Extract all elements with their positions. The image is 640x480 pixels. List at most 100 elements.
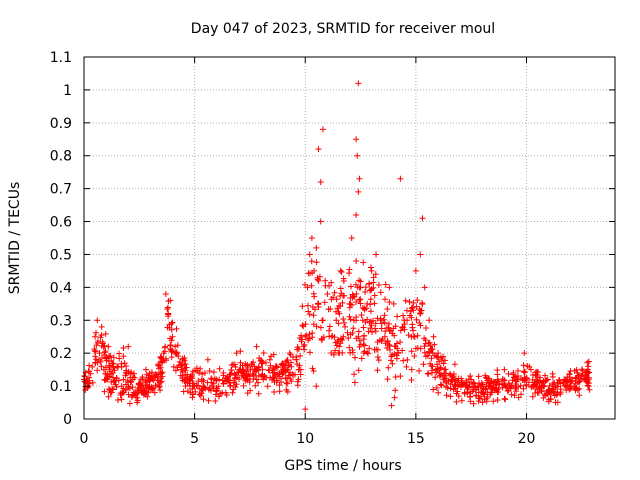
scatter-point [488,380,495,387]
scatter-point [148,369,155,376]
scatter-point [441,374,448,381]
scatter-point [338,269,345,276]
scatter-point [392,343,399,350]
axis-ticks: 0 0.1 0.2 0.3 0.4 0.5 0.6 0.7 0.8 0.9 1 1.1 0 5 10 15 20 [50,50,615,447]
scatter-point [89,363,96,370]
scatter-point [372,328,379,335]
scatter-point [374,315,381,322]
scatter-point [364,349,371,356]
scatter-point [126,400,133,407]
x-axis-label: GPS time / hours [284,458,401,474]
scatter-point [159,373,166,380]
scatter-point [584,359,591,366]
scatter-point [233,350,240,357]
scatter-point [191,383,198,390]
scatter-point [102,330,109,337]
scatter-point [543,377,550,384]
scatter-point [414,297,421,304]
scatter-point [384,376,391,383]
scatter-point [481,396,488,403]
scatter-point [408,366,415,373]
scatter-point [400,357,407,364]
scatter-point [110,361,117,368]
scatter-point [359,317,366,324]
scatter-point [536,383,543,390]
scatter-point [102,370,109,377]
scatter-point [419,301,426,308]
scatter-point [576,392,583,399]
scatter-point [178,366,185,373]
scatter-point [231,371,238,378]
scatter-point [430,333,437,340]
scatter-point [305,308,312,315]
scatter-point [120,345,127,352]
scatter-point [579,367,586,374]
y-tick-label: 0.5 [50,247,72,263]
scatter-point [164,304,171,311]
scatter-point [212,391,219,398]
scatter-point [508,391,515,398]
scatter-point [93,329,100,336]
scatter-point [441,357,448,364]
scatter-point [487,379,494,386]
scatter-point [440,360,447,367]
scatter-point [450,386,457,393]
scatter-point [129,392,136,399]
scatter-point [328,279,335,286]
scatter-point [220,369,227,376]
scatter-point [337,292,344,299]
scatter-point [149,386,156,393]
scatter-point [355,333,362,340]
scatter-point [418,307,425,314]
scatter-point [315,146,322,153]
scatter-point [139,376,146,383]
scatter-point [297,366,304,373]
x-tick-label: 10 [296,431,314,447]
scatter-point [382,296,389,303]
scatter-point [482,372,489,379]
scatter-point [578,366,585,373]
scatter-point [563,387,570,394]
scatter-point [417,251,424,258]
scatter-point [284,375,291,382]
scatter-point [135,381,142,388]
y-axis-label: SRMTID / TECUs [7,182,23,295]
scatter-point [93,356,100,363]
scatter-point [301,341,308,348]
scatter-point [505,387,512,394]
scatter-point [488,389,495,396]
scatter-point [357,296,364,303]
scatter-point [533,368,540,375]
scatter-point [412,267,419,274]
scatter-point [468,376,475,383]
scatter-point [384,337,391,344]
scatter-point [431,341,438,348]
scatter-point [407,308,414,315]
scatter-point [427,360,434,367]
scatter-point [200,396,207,403]
scatter-point [209,383,216,390]
scatter-point [179,355,186,362]
scatter-point [157,364,164,371]
scatter-point [353,136,360,143]
scatter-point [515,394,522,401]
scatter-point [253,343,260,350]
scatter-point [356,277,363,284]
scatter-point [85,368,92,375]
scatter-point [366,345,373,352]
scatter-point [531,381,538,388]
scatter-point [337,340,344,347]
scatter-point [158,370,165,377]
scatter-point [319,126,326,133]
scatter-point [145,384,152,391]
scatter-point [474,383,481,390]
scatter-point [355,328,362,335]
scatter-point [462,383,469,390]
scatter-point [554,399,561,406]
scatter-point [310,368,317,375]
scatter-point [196,385,203,392]
scatter-point [411,352,418,359]
scatter-point [357,278,364,285]
scatter-point [169,333,176,340]
scatter-point [494,376,501,383]
